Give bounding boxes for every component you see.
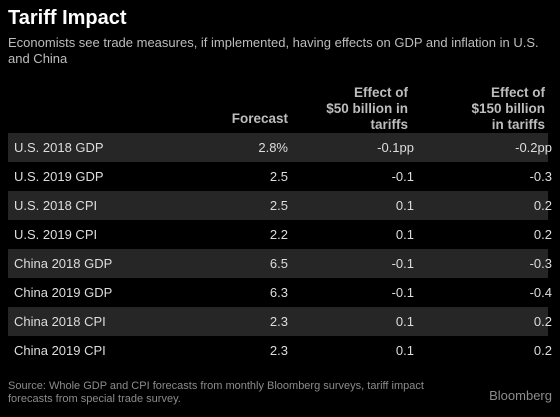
header-effect-150b-line-3: in tariffs — [491, 117, 545, 132]
effect-150b-cell: 0.2 — [533, 314, 552, 329]
table-row: China 2019 GDP 6.3 -0.1 -0.4 — [8, 278, 552, 307]
table-row: China 2019 CPI 2.3 0.1 0.2 — [8, 336, 552, 365]
header-effect-50b: Effect of $50 billion in tariffs — [300, 85, 408, 133]
effect-150b-cell: 0.2 — [533, 343, 552, 358]
forecast-cell: 6.3 — [269, 285, 288, 300]
chart-subtitle: Economists see trade measures, if implem… — [8, 35, 539, 66]
table-row: China 2018 GDP 6.5 -0.1 -0.3 — [8, 249, 552, 278]
forecast-cell: 2.8% — [258, 140, 288, 155]
table-row: China 2018 CPI 2.3 0.1 0.2 — [8, 307, 552, 336]
table-row: U.S. 2018 CPI 2.5 0.1 0.2 — [8, 191, 552, 220]
forecast-cell: 2.3 — [269, 314, 288, 329]
header-effect-150b-line-1: Effect of — [491, 85, 545, 100]
row-label: China 2018 CPI — [14, 314, 106, 329]
forecast-cell: 2.2 — [269, 227, 288, 242]
effect-150b-cell: 0.2 — [533, 198, 552, 213]
effect-150b-cell: -0.2pp — [515, 140, 552, 155]
row-label: China 2019 CPI — [14, 343, 106, 358]
bloomberg-logo: Bloomberg — [489, 388, 552, 403]
header-effect-150b: Effect of $150 billion in tariffs — [420, 85, 545, 133]
forecast-cell: 2.5 — [269, 198, 288, 213]
row-label: U.S. 2019 CPI — [14, 227, 98, 242]
header-forecast-line: Forecast — [231, 111, 288, 126]
effect-50b-cell: -0.1 — [391, 285, 414, 300]
table-row: U.S. 2018 GDP 2.8% -0.1pp -0.2pp — [8, 133, 552, 162]
table-row: U.S. 2019 CPI 2.2 0.1 0.2 — [8, 220, 552, 249]
header-effect-50b-line-1: Effect of — [354, 85, 408, 100]
header-effect-50b-line-3: tariffs — [370, 117, 408, 132]
row-label: U.S. 2018 CPI — [14, 198, 98, 213]
effect-50b-cell: -0.1pp — [377, 140, 414, 155]
forecast-cell: 6.5 — [269, 256, 288, 271]
effect-150b-cell: -0.4 — [529, 285, 552, 300]
effect-150b-cell: 0.2 — [533, 227, 552, 242]
effect-50b-cell: -0.1 — [391, 169, 414, 184]
row-label: U.S. 2019 GDP — [14, 169, 104, 184]
row-label: China 2019 GDP — [14, 285, 113, 300]
effect-50b-cell: 0.1 — [395, 198, 414, 213]
forecast-cell: 2.5 — [269, 169, 288, 184]
data-table: U.S. 2018 GDP 2.8% -0.1pp -0.2pp U.S. 2019 G… — [8, 133, 552, 365]
forecast-cell: 2.3 — [269, 343, 288, 358]
effect-50b-cell: 0.1 — [395, 314, 414, 329]
effect-50b-cell: -0.1 — [391, 256, 414, 271]
effect-150b-cell: -0.3 — [529, 169, 552, 184]
source-note: Source: Whole GDP and CPI forecasts from… — [8, 380, 424, 405]
table-row: U.S. 2019 GDP 2.5 -0.1 -0.3 — [8, 162, 552, 191]
header-effect-50b-line-2: $50 billion in — [326, 101, 408, 116]
row-label: China 2018 GDP — [14, 256, 113, 271]
effect-50b-cell: 0.1 — [395, 227, 414, 242]
effect-150b-cell: -0.3 — [529, 256, 552, 271]
header-effect-150b-line-2: $150 billion — [471, 101, 545, 116]
effect-50b-cell: 0.1 — [395, 343, 414, 358]
header-forecast: Forecast — [190, 111, 288, 127]
row-label: U.S. 2018 GDP — [14, 140, 104, 155]
chart-title: Tariff Impact — [8, 7, 127, 29]
